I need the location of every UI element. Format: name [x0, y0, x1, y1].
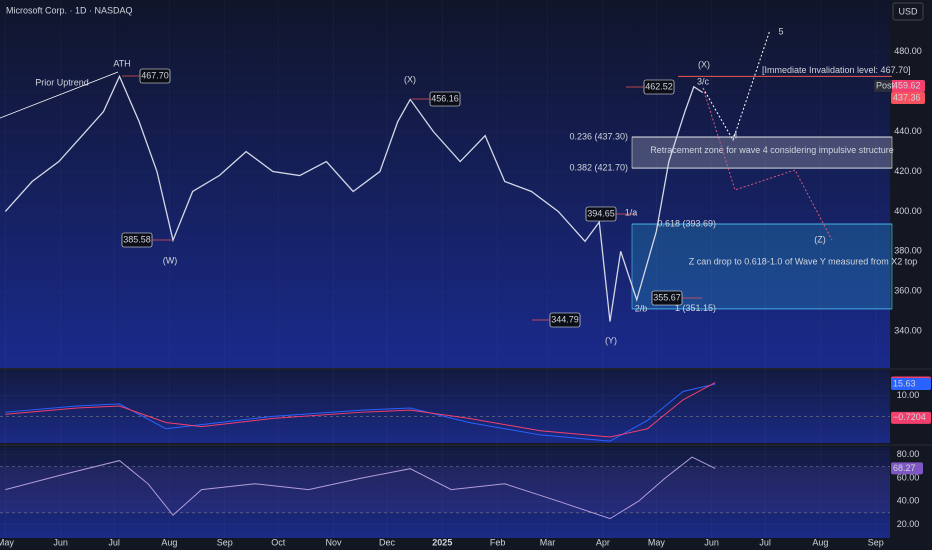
- macd-panel: [0, 370, 890, 443]
- x-tick-label: Sep: [217, 537, 233, 547]
- price-label: 462.52: [645, 81, 673, 91]
- trend-line: [0, 71, 119, 119]
- x-tick-label: Nov: [326, 537, 343, 547]
- wave-label: (X): [404, 74, 416, 84]
- x-tick-label: Jun: [704, 537, 719, 547]
- y-tick-label: 440.00: [894, 126, 922, 136]
- x-tick-label: Oct: [271, 537, 286, 547]
- y-tick-label: 420.00: [894, 166, 922, 176]
- macd-last-box: [891, 378, 931, 391]
- x-tick-label: May: [648, 537, 666, 547]
- price-label: 344.79: [551, 314, 579, 324]
- y-tick-label: 480.00: [894, 46, 922, 56]
- x-tick-label: Aug: [812, 537, 828, 547]
- x-tick-label: Jul: [108, 537, 120, 547]
- currency-box[interactable]: [892, 2, 924, 21]
- price-label: 467.70: [141, 70, 169, 80]
- macd-last: −0.7204: [893, 412, 926, 422]
- wave-label: (W): [163, 255, 178, 265]
- x-tick-label: Apr: [596, 537, 610, 547]
- x-tick-label: 2025: [432, 537, 452, 547]
- wave-label: ATH: [113, 58, 130, 68]
- price-label: 456.16: [431, 93, 459, 103]
- last-price: 459.62: [893, 80, 921, 90]
- projection: [702, 29, 771, 142]
- x-tick-label: Jul: [759, 537, 771, 547]
- fib-label: 1 (351.15): [675, 303, 716, 313]
- price-label: 355.67: [653, 292, 681, 302]
- rsi-band: [0, 466, 890, 513]
- series-line: [4, 74, 704, 322]
- x-tick-label: May: [0, 537, 14, 547]
- post-tag-box: [874, 80, 892, 92]
- projection: [702, 87, 833, 241]
- wave-label: 2/b: [635, 303, 648, 313]
- fib-label: 0.618 (393.69): [657, 218, 716, 228]
- wave-label: 3/c: [697, 76, 710, 86]
- y-tick-label: 80.00: [897, 449, 920, 459]
- wave-label: (Y): [605, 335, 617, 345]
- last-price-box: [891, 80, 925, 92]
- rsi-last: 68.27: [893, 463, 916, 473]
- price-label: 385.58: [123, 234, 151, 244]
- chart-title: Microsoft Corp. · 1D · NASDAQ: [6, 5, 133, 15]
- macd-last-box: [891, 411, 931, 424]
- x-tick-label: Aug: [161, 537, 177, 547]
- series-line: [5, 456, 716, 520]
- series-line: [5, 383, 716, 442]
- y-tick-label: 360.00: [894, 286, 922, 296]
- extended-price: 437.36: [893, 92, 921, 102]
- y-tick-label: 340.00: [894, 325, 922, 335]
- extended-price-box: [891, 92, 925, 104]
- x-tick-label: Dec: [379, 537, 396, 547]
- x-tick-label: Jun: [53, 537, 68, 547]
- x-tick-label: Mar: [540, 537, 556, 547]
- post-tag: Post: [876, 80, 895, 90]
- main-panel: [0, 0, 890, 368]
- price-label: 394.65: [587, 208, 615, 218]
- x-tick-label: Feb: [490, 537, 506, 547]
- invalidation-label: [Immediate Invalidation level: 467.70]: [762, 65, 911, 75]
- zone-note: Z can drop to 0.618-1.0 of Wave Y measur…: [689, 256, 917, 266]
- series-line: [5, 382, 716, 438]
- y-tick-label: 20.00: [897, 519, 920, 529]
- currency[interactable]: USD: [898, 6, 918, 16]
- y-tick-label: 60.00: [897, 472, 920, 482]
- rsi-last-box: [891, 462, 923, 475]
- macd-last: 15.63: [893, 378, 916, 388]
- wave-label: Prior Uptrend: [35, 77, 89, 87]
- y-tick-label: 10.00: [897, 390, 920, 400]
- fib-label: 0.382 (421.70): [569, 163, 628, 173]
- wave-label: 1/a: [625, 207, 638, 217]
- y-tick-label: 40.00: [897, 496, 920, 506]
- x-tick-label: Sep: [868, 537, 884, 547]
- wave-label: (X): [698, 59, 710, 69]
- y-tick-label: 400.00: [894, 206, 922, 216]
- wave-label: 5: [778, 26, 783, 36]
- wave-label: 4: [732, 130, 737, 140]
- wave-label: (Z): [814, 234, 826, 244]
- y-tick-label: 380.00: [894, 246, 922, 256]
- rsi-panel: [0, 447, 890, 538]
- zone-note: Retracement zone for wave 4 considering …: [650, 145, 894, 155]
- fib-label: 0.236 (437.30): [569, 131, 628, 141]
